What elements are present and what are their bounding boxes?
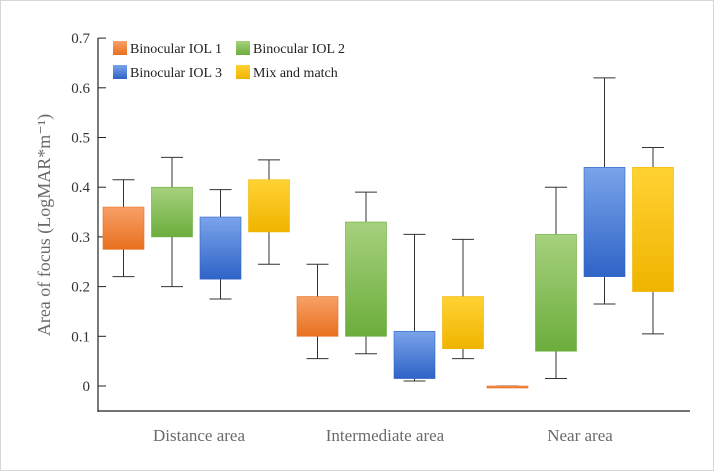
box-2-1 <box>151 156 193 288</box>
box-rect <box>442 296 484 350</box>
box-3-3 <box>583 77 626 305</box>
legend-swatch <box>113 41 127 55</box>
y-tick-label: 0.3 <box>71 230 90 246</box>
y-tick-label: 0.5 <box>71 131 90 147</box>
y-ticks: 0 0.1 0.2 0.3 0.4 0.5 0.6 0.7 <box>71 31 106 395</box>
box-rect <box>486 385 529 389</box>
box-1-2 <box>296 263 339 360</box>
box-rect <box>345 221 387 337</box>
box-3-2 <box>393 233 436 382</box>
y-tick-label: 0.4 <box>71 180 90 196</box>
box-2-3 <box>535 186 577 380</box>
box-2-2 <box>345 191 387 355</box>
y-axis-title: Area of focus (LogMAR*m⁻¹) <box>34 114 55 336</box>
legend-swatch <box>236 41 250 55</box>
box-rect <box>248 179 290 233</box>
y-tick-label: 0 <box>83 379 91 395</box>
box-1-1 <box>102 179 145 278</box>
legend-item-3: Binocular IOL 3 <box>113 65 222 81</box>
box-1-3 <box>486 385 529 389</box>
box-4-2 <box>442 238 484 360</box>
legend-item-4: Mix and match <box>236 65 338 81</box>
category-label: Near area <box>547 426 613 445</box>
legend-swatch <box>236 65 250 79</box>
legend-label: Binocular IOL 3 <box>130 66 222 81</box>
legend: Binocular IOL 1 Binocular IOL 2 Binocular … <box>113 41 345 81</box>
box-rect <box>102 206 145 250</box>
category-label: Intermediate area <box>326 426 445 445</box>
axes <box>97 38 690 412</box>
box-4-3 <box>632 146 674 335</box>
box-rect <box>583 167 626 277</box>
category-labels: Distance area Intermediate area Near area <box>153 426 613 445</box>
legend-label: Binocular IOL 1 <box>130 42 222 57</box>
legend-item-2: Binocular IOL 2 <box>236 41 345 57</box>
box-rect <box>535 234 577 352</box>
y-tick-label: 0.6 <box>71 81 90 97</box>
box-rect <box>393 331 436 379</box>
y-tick-label: 0.7 <box>71 31 90 47</box>
box-rect <box>296 296 339 337</box>
category-label: Distance area <box>153 426 245 445</box>
legend-swatch <box>113 65 127 79</box>
legend-item-1: Binocular IOL 1 <box>113 41 222 57</box>
box-3-1 <box>199 189 242 300</box>
legend-label: Binocular IOL 2 <box>253 42 345 57</box>
y-tick-label: 0.1 <box>71 329 90 345</box>
legend-label: Mix and match <box>253 66 338 81</box>
boxes <box>102 77 674 389</box>
y-tick-label: 0.2 <box>71 280 90 296</box>
box-rect <box>632 167 674 292</box>
box-rect <box>199 216 242 280</box>
box-4-1 <box>248 159 290 265</box>
box-rect <box>151 186 193 238</box>
